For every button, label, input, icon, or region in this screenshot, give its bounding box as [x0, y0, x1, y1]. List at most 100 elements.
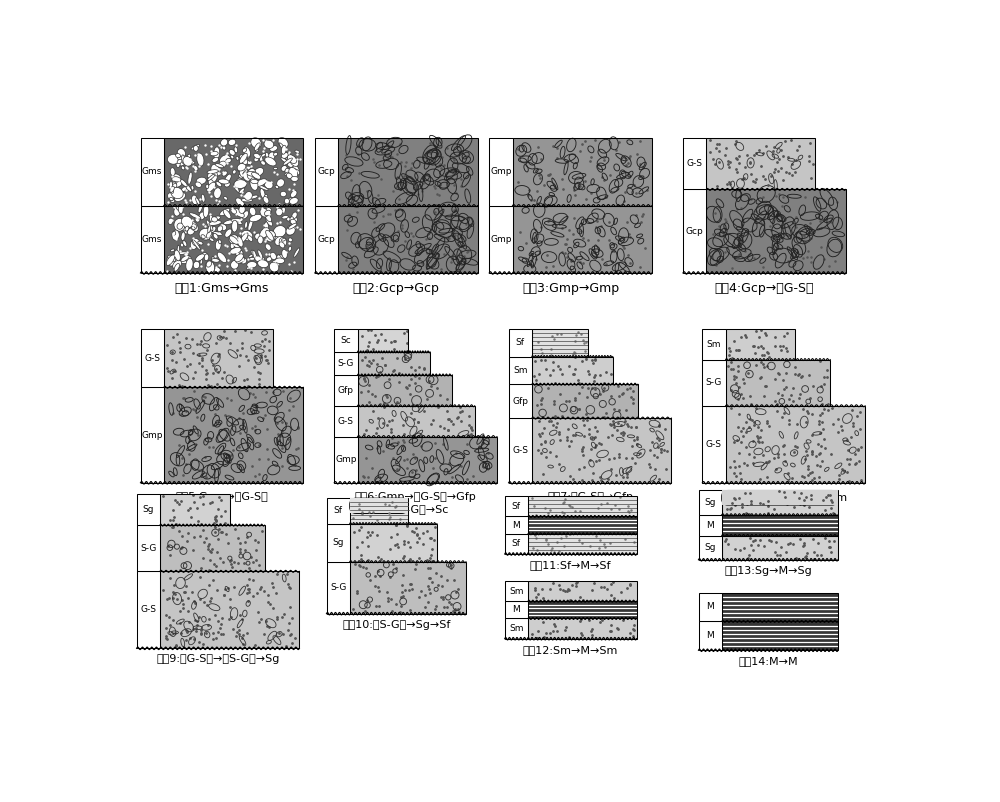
Bar — [722, 491, 838, 515]
Ellipse shape — [204, 254, 209, 261]
Text: Sc: Sc — [340, 336, 351, 345]
Ellipse shape — [178, 205, 183, 213]
Bar — [722, 593, 838, 622]
Bar — [160, 525, 264, 571]
Ellipse shape — [221, 139, 228, 146]
Ellipse shape — [277, 179, 284, 187]
Ellipse shape — [261, 160, 265, 165]
Ellipse shape — [244, 231, 249, 234]
Bar — [509, 418, 532, 483]
Ellipse shape — [195, 216, 200, 222]
Bar — [505, 602, 528, 618]
Bar — [137, 525, 160, 571]
Bar — [722, 536, 838, 560]
Ellipse shape — [219, 161, 226, 168]
Ellipse shape — [176, 206, 180, 211]
Ellipse shape — [206, 184, 209, 188]
Ellipse shape — [242, 159, 252, 165]
Ellipse shape — [237, 164, 246, 171]
Ellipse shape — [264, 210, 271, 216]
Ellipse shape — [259, 155, 263, 164]
Bar — [528, 602, 637, 618]
Ellipse shape — [281, 165, 287, 172]
Ellipse shape — [197, 153, 204, 166]
Ellipse shape — [266, 257, 272, 261]
Bar — [722, 622, 838, 650]
Bar — [528, 618, 637, 638]
Ellipse shape — [247, 168, 256, 180]
Ellipse shape — [208, 170, 217, 183]
Bar — [140, 329, 164, 387]
Ellipse shape — [261, 229, 268, 234]
Ellipse shape — [270, 146, 278, 152]
Ellipse shape — [213, 233, 218, 239]
Text: S-G: S-G — [706, 379, 722, 387]
Ellipse shape — [180, 243, 183, 247]
Ellipse shape — [207, 182, 216, 192]
Ellipse shape — [202, 253, 208, 257]
Ellipse shape — [278, 137, 288, 148]
Ellipse shape — [215, 164, 224, 168]
Ellipse shape — [193, 145, 198, 152]
Text: 类型12:Sm→M→Sm: 类型12:Sm→M→Sm — [523, 645, 618, 655]
Text: 类型14:M→M: 类型14:M→M — [738, 656, 798, 666]
Bar — [160, 494, 230, 525]
Ellipse shape — [237, 249, 240, 254]
Bar — [489, 138, 512, 205]
Ellipse shape — [177, 148, 185, 158]
Ellipse shape — [275, 185, 279, 188]
Ellipse shape — [248, 219, 253, 231]
Text: Gcp: Gcp — [318, 235, 335, 244]
Ellipse shape — [237, 178, 242, 184]
Bar — [137, 494, 160, 525]
Ellipse shape — [282, 216, 288, 219]
Ellipse shape — [210, 152, 218, 156]
Ellipse shape — [288, 223, 297, 229]
Ellipse shape — [292, 165, 299, 177]
Ellipse shape — [192, 195, 198, 205]
Ellipse shape — [177, 160, 182, 164]
Bar — [334, 406, 358, 436]
Ellipse shape — [180, 261, 188, 264]
Ellipse shape — [247, 172, 259, 176]
Ellipse shape — [249, 257, 256, 260]
Ellipse shape — [291, 176, 298, 181]
Ellipse shape — [241, 198, 253, 202]
Text: G-S: G-S — [144, 354, 160, 363]
Bar — [683, 138, 706, 189]
Bar — [358, 352, 430, 375]
Ellipse shape — [181, 232, 185, 241]
Bar — [698, 515, 722, 536]
Ellipse shape — [232, 221, 238, 232]
Bar — [512, 138, 652, 205]
Ellipse shape — [286, 173, 292, 179]
Ellipse shape — [186, 154, 191, 160]
Text: Gmp: Gmp — [490, 235, 512, 244]
Ellipse shape — [255, 233, 262, 240]
Ellipse shape — [171, 200, 175, 203]
Ellipse shape — [219, 224, 227, 230]
Text: Gms: Gms — [142, 168, 162, 176]
Ellipse shape — [209, 215, 215, 225]
Text: Gmp: Gmp — [490, 168, 512, 176]
Ellipse shape — [220, 155, 230, 164]
Ellipse shape — [233, 243, 241, 249]
Bar — [528, 581, 637, 602]
Ellipse shape — [196, 177, 206, 184]
Ellipse shape — [176, 153, 181, 158]
Bar — [338, 138, 478, 205]
Ellipse shape — [279, 143, 285, 150]
Text: Gmp: Gmp — [141, 431, 163, 439]
Bar — [528, 534, 637, 554]
Bar — [338, 205, 478, 273]
Ellipse shape — [239, 167, 248, 177]
Ellipse shape — [248, 236, 253, 241]
Ellipse shape — [229, 235, 238, 244]
Ellipse shape — [236, 156, 239, 160]
Bar — [164, 205, 303, 273]
Bar — [528, 581, 637, 602]
Ellipse shape — [264, 140, 274, 148]
Bar — [528, 516, 637, 534]
Bar — [532, 329, 588, 357]
Ellipse shape — [268, 231, 275, 237]
